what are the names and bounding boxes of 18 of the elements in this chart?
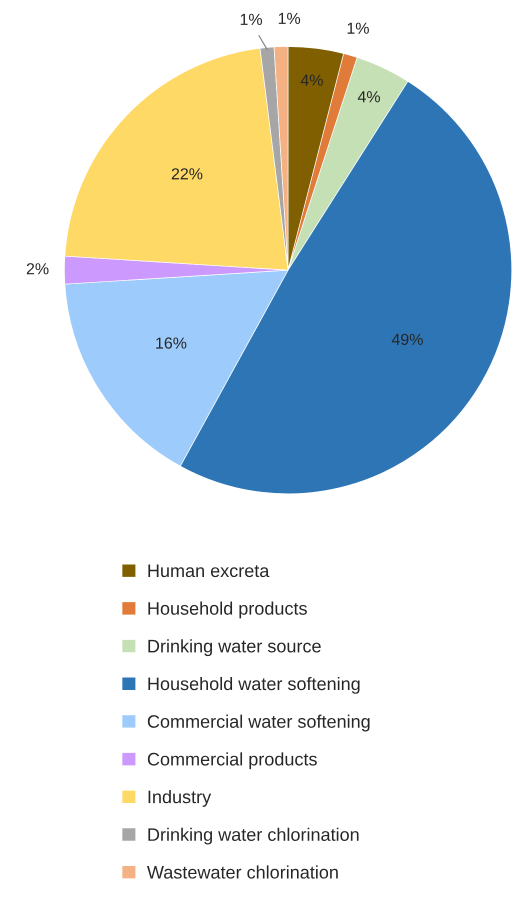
legend-label: Drinking water source [148, 639, 321, 656]
data-label: 16% [156, 337, 186, 349]
legend-label: Household products [148, 602, 307, 618]
data-label: 49% [392, 334, 423, 346]
legend-label: Commercial products [148, 752, 317, 770]
data-label: 1% [278, 12, 300, 24]
data-label: 22% [172, 168, 202, 180]
legend-label: Commercial water softening [148, 714, 370, 732]
data-label: 1% [240, 14, 262, 25]
legend-label: Drinking water chlorination [148, 828, 359, 845]
data-label: 1% [348, 22, 369, 34]
data-label: 4% [300, 74, 323, 86]
legend-label: Household water softening [148, 676, 360, 694]
legend-label: Human excreta [148, 564, 270, 578]
data-label: 2% [26, 263, 49, 274]
legend-label: Industry [148, 790, 212, 807]
legend-label: Wastewater chlorination [147, 865, 338, 879]
data-label: 4% [358, 91, 380, 102]
